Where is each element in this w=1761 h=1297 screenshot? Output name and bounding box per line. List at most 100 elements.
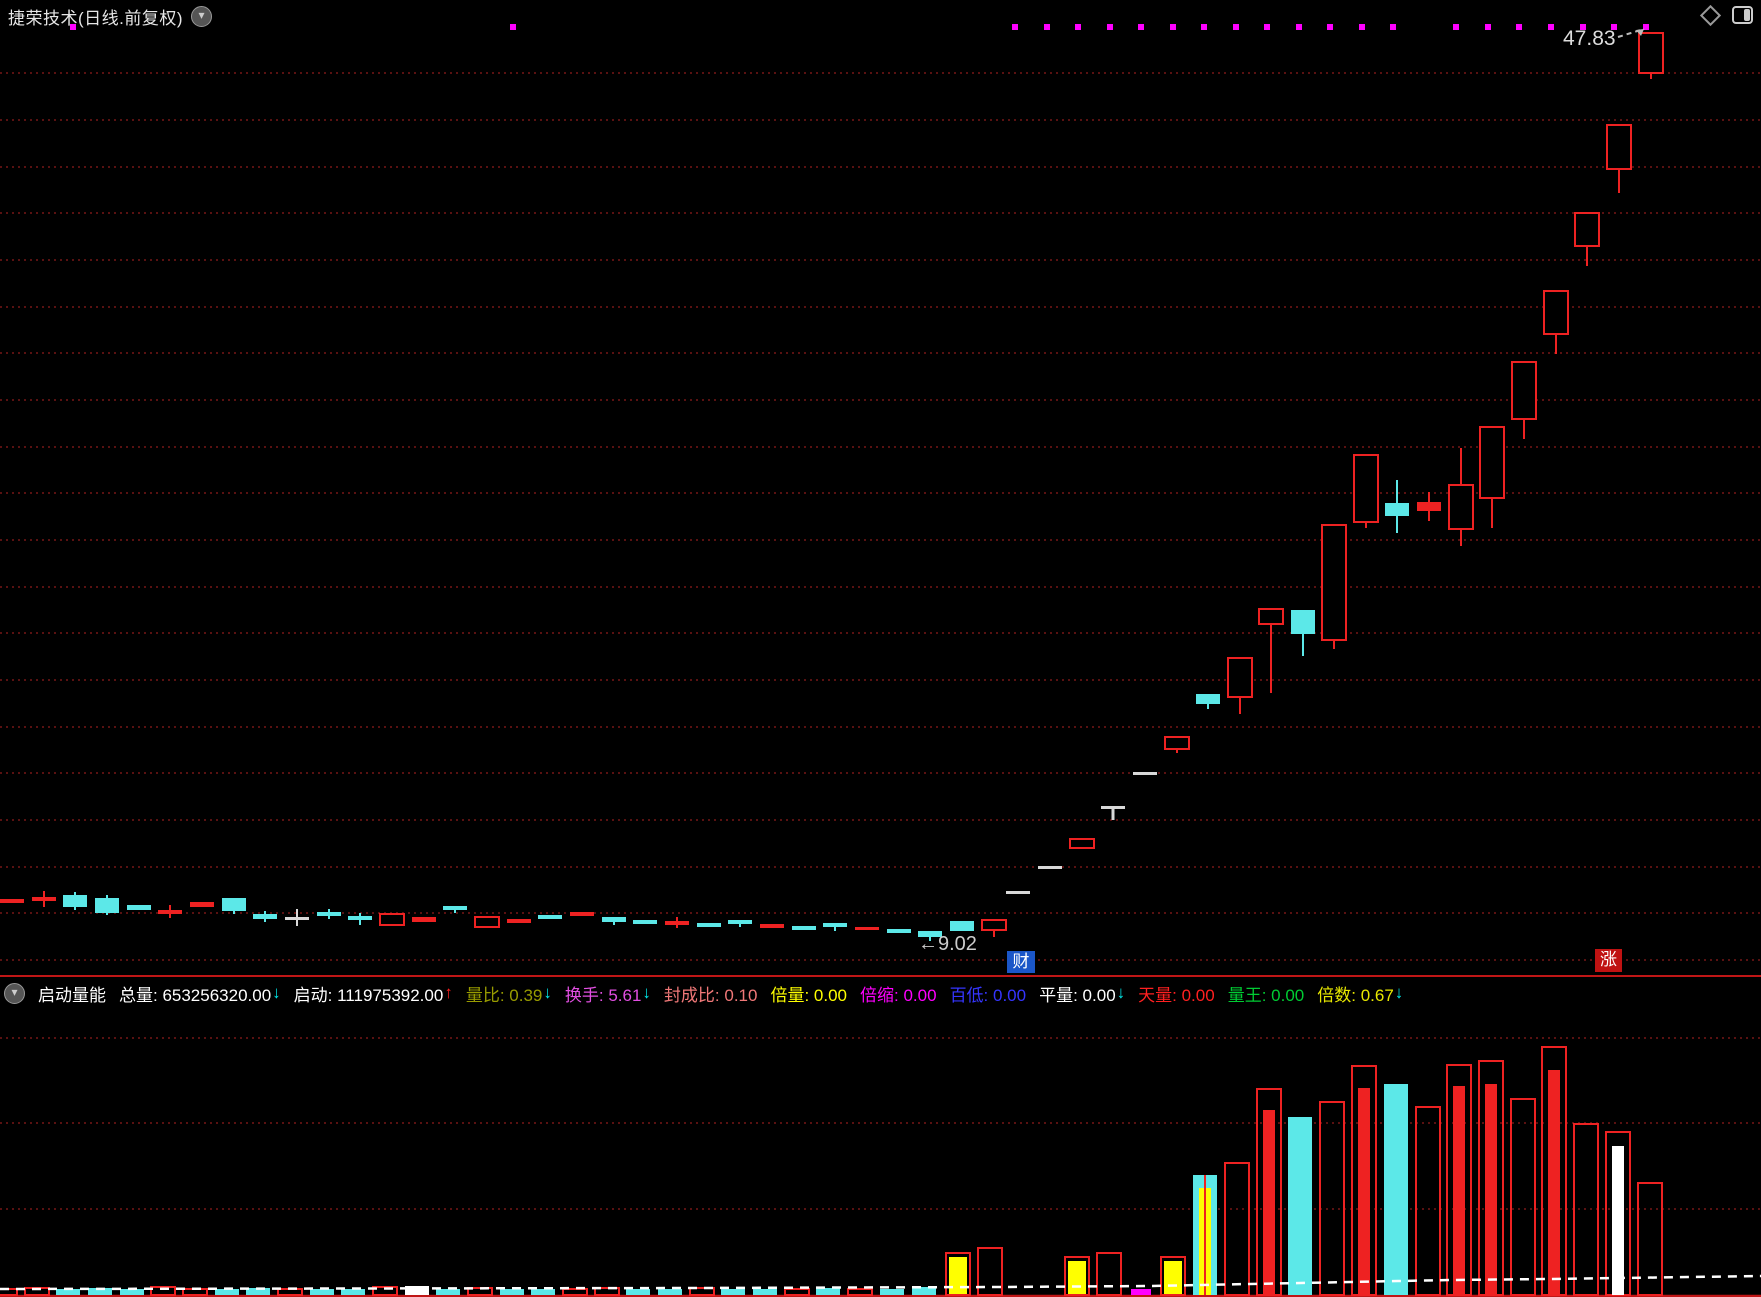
tiny-volume-bar: [277, 1288, 303, 1296]
signal-dot: [1359, 24, 1365, 30]
candle-down: [633, 920, 657, 924]
candle-down: [728, 920, 752, 924]
candle-down: [348, 916, 372, 920]
arrowhead-icon: [1636, 29, 1644, 36]
tiny-volume-bar: [912, 1287, 936, 1295]
candle-down: [222, 898, 246, 911]
volume-bar-inner: [1358, 1088, 1370, 1295]
indicator-field-启动: 启动: 111975392.00 ↑: [293, 983, 453, 1005]
candle-down: [823, 923, 847, 927]
candle-down: [887, 929, 911, 933]
signal-dot: [1327, 24, 1333, 30]
candle-up: [1258, 608, 1284, 625]
diamond-icon[interactable]: [1699, 4, 1722, 26]
signal-dot: [70, 24, 76, 30]
volume-bar: [1288, 1117, 1312, 1295]
volume-bar-inner: [949, 1257, 967, 1295]
indicator-field-封成比: 封成比: 0.10: [663, 985, 758, 1005]
volume-bar: [1637, 1182, 1663, 1296]
tiny-volume-bar: [150, 1286, 176, 1296]
candle-up: [507, 919, 531, 923]
indicator-bar: ▾ 启动量能 总量: 653256320.00 ↓ 启动: 111975392.00…: [4, 980, 1403, 1006]
tiny-volume-bar: [721, 1289, 745, 1295]
tiny-volume-bar: [847, 1288, 873, 1296]
volume-bar-inner: [1068, 1261, 1086, 1295]
candle-up: [1574, 212, 1600, 247]
volume-bar: [977, 1247, 1003, 1296]
tiny-volume-bar: [405, 1286, 429, 1295]
volume-bar: [1384, 1084, 1408, 1295]
volume-bar: [1573, 1123, 1599, 1296]
down-arrow-icon: ↓: [272, 983, 281, 1002]
volume-bar: [1131, 1289, 1151, 1295]
layout-panel-icon[interactable]: [1732, 6, 1753, 24]
candle-down: [697, 923, 721, 927]
signal-dot: [1390, 24, 1396, 30]
indicator-field-量王: 量王: 0.00: [1227, 985, 1305, 1005]
candle-flat: [1038, 866, 1062, 869]
volume-bar-inner: [1612, 1146, 1624, 1295]
signal-dot: [1170, 24, 1176, 30]
candle-down: [950, 921, 974, 931]
candle-flat: [285, 917, 309, 920]
candle-down: [792, 926, 816, 930]
tiny-volume-bar: [88, 1288, 112, 1295]
volume-bar: [1224, 1162, 1250, 1296]
indicator-field-量比: 量比: 0.39 ↓: [465, 983, 552, 1005]
candle-up: [665, 921, 689, 925]
indicator-collapse-icon[interactable]: ▾: [4, 982, 25, 1004]
indicator-field-倍数: 倍数: 0.67 ↓: [1317, 983, 1404, 1005]
candle-up: [1353, 454, 1379, 523]
chevron-down-icon[interactable]: ▾: [191, 6, 213, 27]
tiny-volume-bar: [658, 1289, 682, 1295]
candle-flat: [1133, 772, 1157, 775]
candle-up: [1638, 32, 1664, 74]
zhang-badge[interactable]: 涨: [1595, 949, 1622, 972]
signal-dot: [1548, 24, 1554, 30]
down-arrow-icon: ↓: [1394, 983, 1404, 1002]
candle-up: [190, 902, 214, 907]
candle-flat: [1006, 891, 1030, 894]
tiny-volume-bar: [531, 1289, 555, 1295]
candle-down: [317, 912, 341, 916]
volume-avg-line: [0, 1274, 1761, 1291]
signal-dot: [1075, 24, 1081, 30]
tiny-volume-bar: [753, 1289, 777, 1295]
tiny-volume-bar: [215, 1289, 239, 1295]
tiny-volume-bar: [56, 1289, 80, 1295]
candle-up: [0, 899, 24, 903]
candle-up: [379, 913, 405, 926]
tiny-volume-bar: [816, 1288, 840, 1295]
signal-dot: [1138, 24, 1144, 30]
down-arrow-icon: ↓: [543, 983, 552, 1002]
candle-down: [95, 898, 119, 913]
volume-bar: [1160, 1256, 1186, 1296]
candle-up: [570, 912, 594, 916]
tiny-volume-bar: [120, 1289, 144, 1295]
cai-badge[interactable]: 财: [1007, 951, 1035, 973]
signal-dot: [1233, 24, 1239, 30]
volume-bar-inner: [1453, 1086, 1465, 1295]
tiny-volume-bar: [436, 1289, 460, 1295]
tiny-volume-bar: [500, 1289, 524, 1295]
titlebar: 捷荣技术(日线.前复权) ▾: [8, 4, 213, 29]
tiny-volume-bar: [784, 1288, 810, 1296]
tiny-volume-bar: [594, 1287, 620, 1296]
signal-dot: [1201, 24, 1207, 30]
candle-up: [158, 910, 182, 914]
candle-down: [253, 914, 277, 919]
signal-dot: [1012, 24, 1018, 30]
indicator-name[interactable]: 启动量能: [38, 985, 106, 1005]
volume-bar-inner: [1263, 1110, 1275, 1295]
candle-up: [1321, 524, 1347, 641]
signal-dot: [1107, 24, 1113, 30]
candle-up: [1606, 124, 1632, 170]
low-price-label: ←9.02: [918, 933, 977, 955]
candle-down: [1291, 610, 1315, 634]
candle-up: [1417, 502, 1441, 511]
volume-bar: [1064, 1256, 1090, 1296]
down-arrow-icon: ↓: [642, 983, 651, 1002]
tiny-volume-bar: [246, 1288, 270, 1295]
